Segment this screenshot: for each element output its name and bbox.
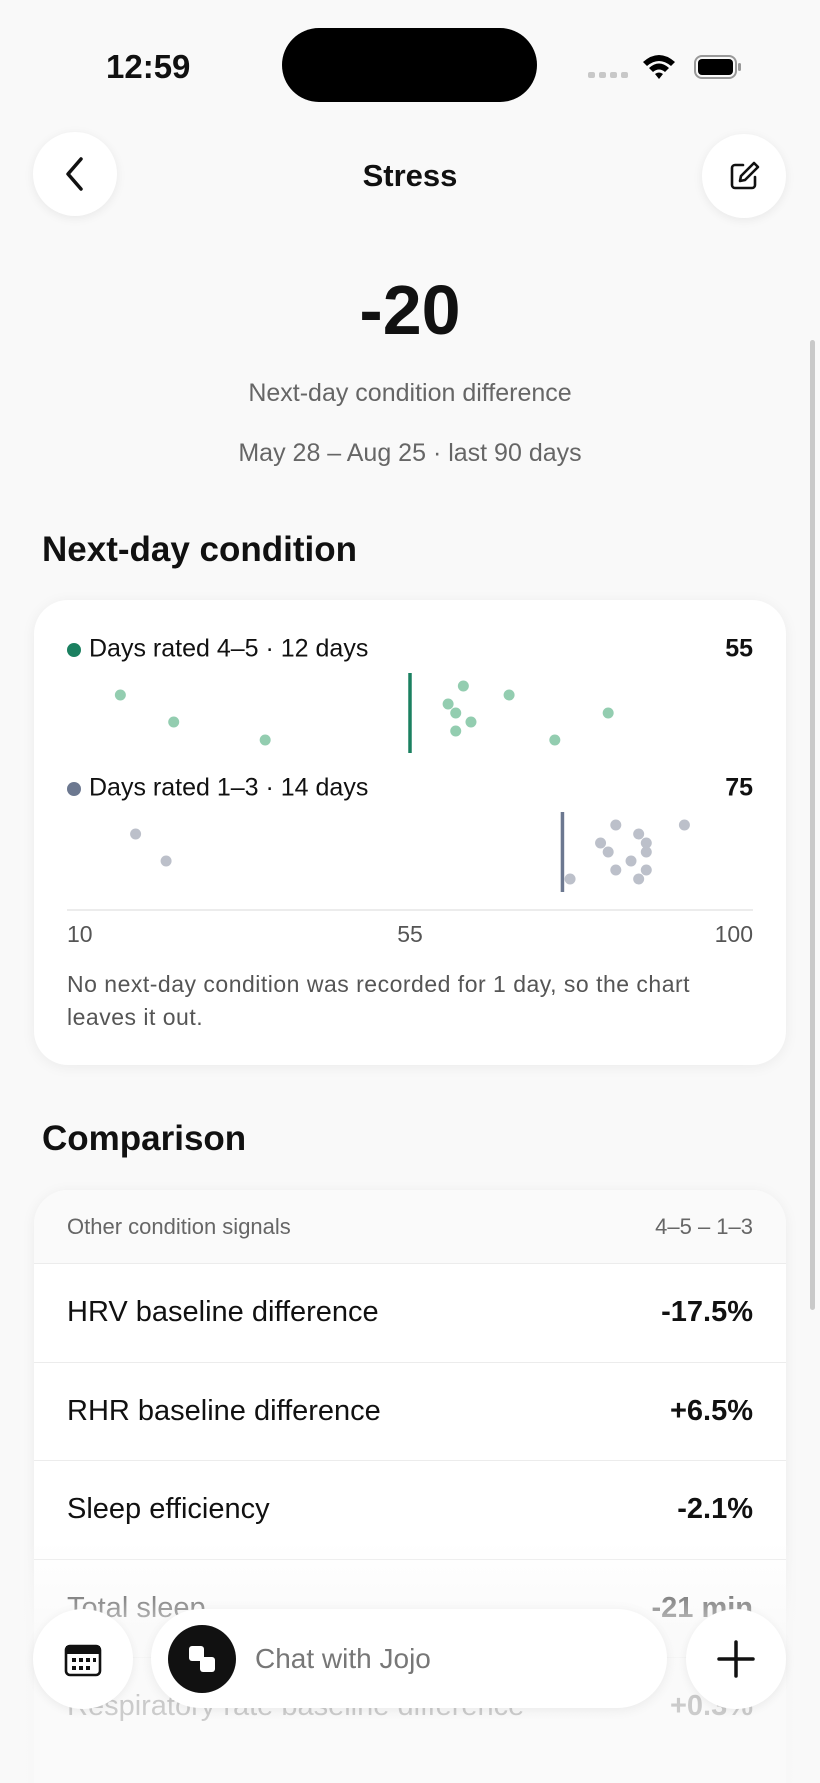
- calendar-button[interactable]: [33, 1609, 133, 1709]
- add-button[interactable]: [686, 1609, 786, 1709]
- x-tick-label: 100: [715, 921, 753, 947]
- point: [450, 725, 462, 737]
- point: [549, 734, 561, 746]
- point: [465, 716, 477, 728]
- point: [602, 846, 614, 858]
- summary-value: -20: [359, 271, 461, 349]
- status-time: 12:59: [106, 48, 191, 85]
- point: [633, 828, 645, 840]
- section-title: Comparison: [42, 1119, 247, 1158]
- legend-dot: [67, 782, 81, 796]
- row-divider: [34, 1460, 786, 1461]
- header-cell: Other condition signals: [67, 1213, 291, 1239]
- legend-label: Days rated 4–5 · 12 days: [89, 635, 368, 663]
- row-value: -2.1%: [677, 1493, 753, 1525]
- summary-range: May 28 – Aug 25 · last 90 days: [238, 439, 582, 467]
- chat-input[interactable]: Chat with Jojo: [151, 1609, 667, 1708]
- point: [130, 828, 142, 840]
- point: [168, 716, 180, 728]
- row-divider: [34, 1361, 786, 1363]
- row-value: +6.5%: [669, 1394, 753, 1427]
- row-value: -17.5%: [661, 1296, 753, 1328]
- point: [602, 707, 614, 719]
- section-title: Next-day condition: [42, 530, 358, 569]
- point: [610, 864, 622, 876]
- edit-button[interactable]: [702, 134, 786, 218]
- point: [595, 837, 607, 849]
- comparison-row: HRV baseline difference -17.5%: [34, 1264, 786, 1361]
- chart-note: No next-day condition was recorded for 1…: [67, 971, 691, 1030]
- point: [114, 689, 126, 701]
- strip-chart: Days rated 4–5 · 12 days 55 Days rated 1–3…: [67, 635, 753, 947]
- point: [457, 680, 469, 692]
- comparison-row: Sleep efficiency -2.1%: [34, 1461, 786, 1558]
- point: [640, 837, 652, 849]
- comparison-row: RHR baseline difference +6.5%: [34, 1363, 786, 1460]
- point: [503, 689, 515, 701]
- point: [640, 846, 652, 858]
- point: [259, 734, 271, 746]
- row-divider: [34, 1263, 786, 1264]
- table-header: Other condition signals 4–5 – 1–3: [34, 1190, 786, 1263]
- point: [625, 855, 637, 867]
- x-tick-label: 55: [397, 921, 423, 947]
- point: [442, 698, 454, 710]
- x-tick-label: 10: [67, 921, 93, 947]
- row-label: RHR baseline difference: [67, 1394, 381, 1427]
- page-title: Stress: [362, 158, 458, 193]
- chart-card: Days rated 4–5 · 12 days 55 Days rated 1–3…: [34, 600, 786, 1065]
- summary-label: Next-day condition difference: [248, 379, 572, 407]
- point: [610, 819, 622, 831]
- point: [160, 855, 172, 867]
- point: [678, 819, 690, 831]
- header-cell: 4–5 – 1–3: [655, 1213, 753, 1239]
- chat-placeholder: Chat with Jojo: [255, 1643, 431, 1674]
- jojo-icon: [168, 1625, 236, 1693]
- point: [564, 873, 576, 885]
- mean-label: 75: [725, 774, 753, 802]
- dynamic-island: [282, 28, 537, 102]
- scrollbar: [810, 340, 815, 1310]
- point: [450, 707, 462, 719]
- mean-label: 55: [725, 635, 753, 663]
- row-label: HRV baseline difference: [67, 1296, 379, 1328]
- point: [633, 873, 645, 885]
- row-label: Sleep efficiency: [67, 1493, 270, 1525]
- legend-label: Days rated 1–3 · 14 days: [89, 774, 368, 802]
- back-button[interactable]: [33, 132, 117, 216]
- status-icons: [588, 55, 741, 79]
- legend-dot: [67, 643, 81, 657]
- point: [640, 864, 652, 876]
